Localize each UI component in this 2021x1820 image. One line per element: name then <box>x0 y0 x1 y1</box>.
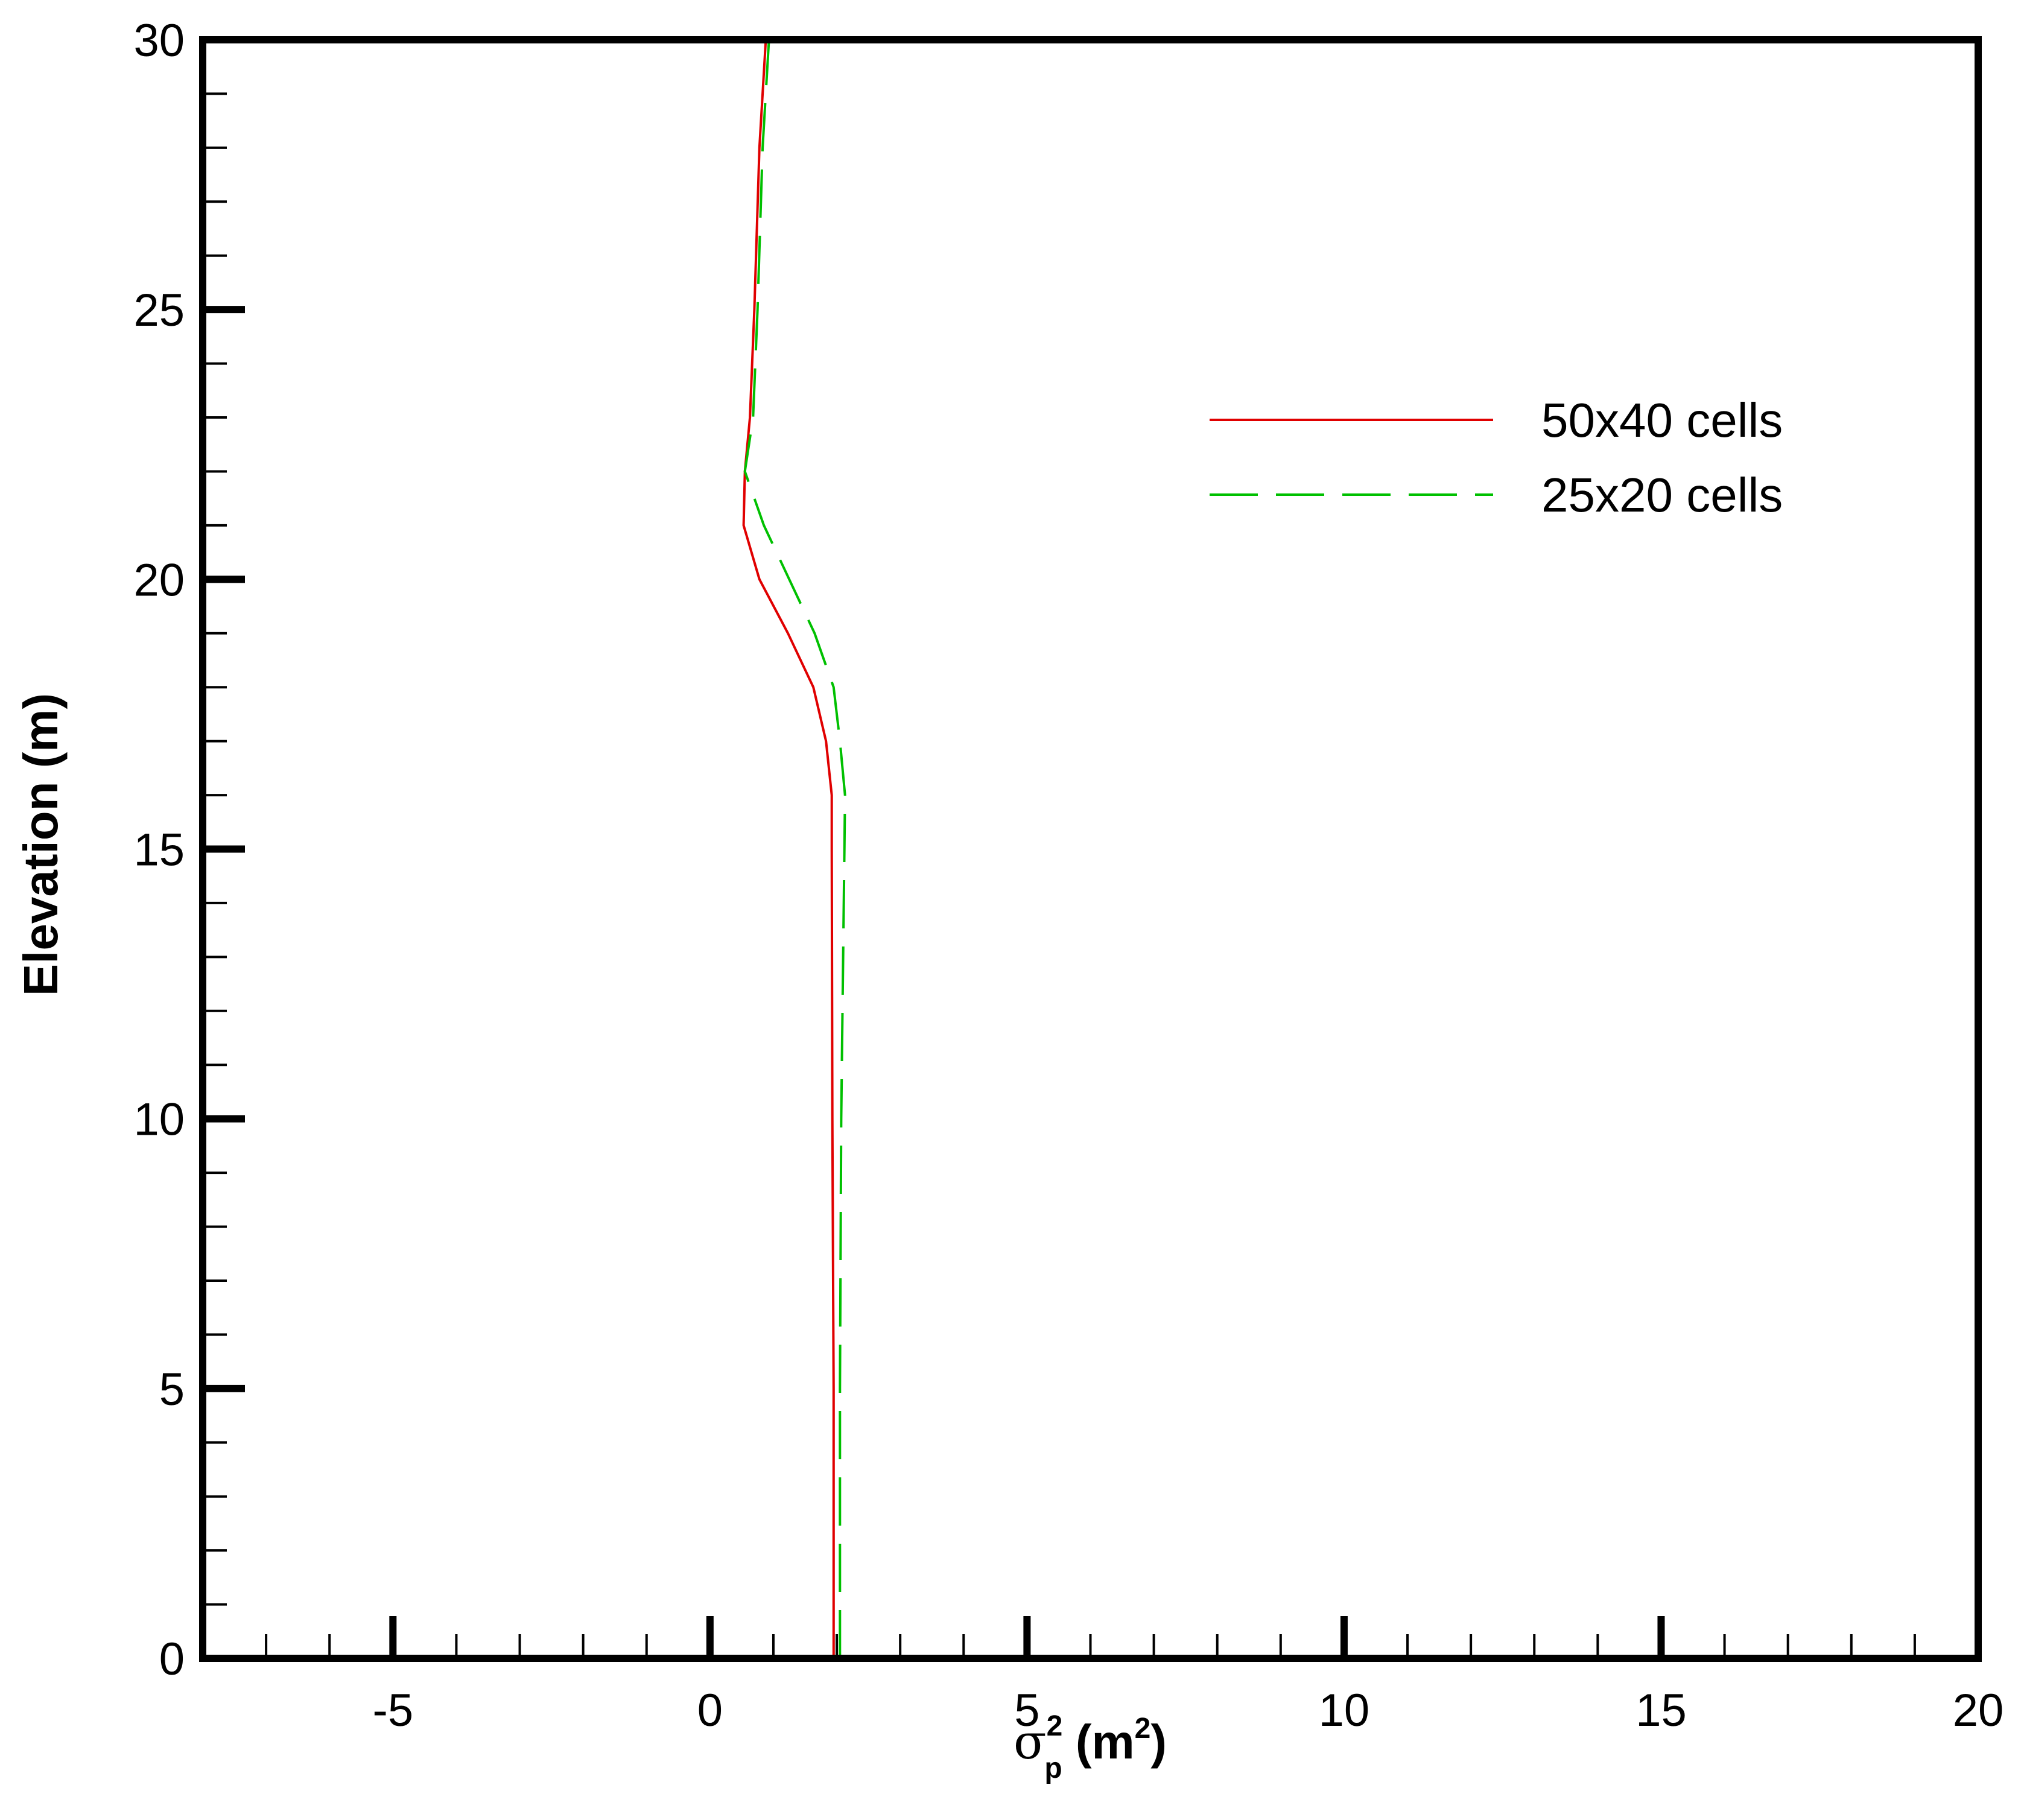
x-tick-label: 0 <box>697 1685 723 1736</box>
y-axis-title: Elevation (m) <box>14 693 68 996</box>
x-tick-label: 20 <box>1953 1685 2004 1736</box>
x-tick-label: 15 <box>1636 1685 1687 1736</box>
x-tick-label: -5 <box>373 1685 414 1736</box>
x-tick-label: 5 <box>1014 1685 1039 1736</box>
ticks-layer <box>201 36 1982 1662</box>
series-line-50x40-cells <box>742 39 835 1658</box>
legend-label-50x40-cells: 50x40 cells <box>1541 393 1783 447</box>
x-axis-title: σ2 p (m2) <box>1014 1710 1167 1784</box>
plot-frame <box>199 36 1982 1662</box>
x-axis-title-unit-open: (m <box>1062 1715 1135 1769</box>
x-axis-title-symbol: σ <box>1014 1714 1047 1770</box>
legend-label-25x20-cells: 25x20 cells <box>1541 468 1783 522</box>
x-axis-title-subscript: p <box>1044 1752 1062 1784</box>
legend: 50x40 cells 25x20 cells <box>1210 393 1783 522</box>
series-layer <box>742 39 846 1658</box>
y-tick-label: 25 <box>133 285 185 336</box>
series-line-25x20-cells <box>743 39 846 1658</box>
x-tick-label: 10 <box>1319 1685 1370 1736</box>
y-tick-label: 15 <box>133 825 185 876</box>
y-tick-label: 30 <box>133 15 185 66</box>
y-tick-label: 20 <box>133 554 185 606</box>
x-axis-title-unit-superscript: 2 <box>1135 1713 1151 1745</box>
y-tick-label: 10 <box>133 1094 185 1146</box>
x-axis-title-unit-close: ) <box>1150 1715 1167 1769</box>
y-tick-label: 5 <box>159 1364 185 1415</box>
labels-layer: -5 0 5 10 15 20 0 5 10 15 20 25 30 <box>133 15 2004 1736</box>
x-axis-title-superscript: 2 <box>1047 1710 1063 1742</box>
y-tick-label: 0 <box>159 1634 185 1685</box>
